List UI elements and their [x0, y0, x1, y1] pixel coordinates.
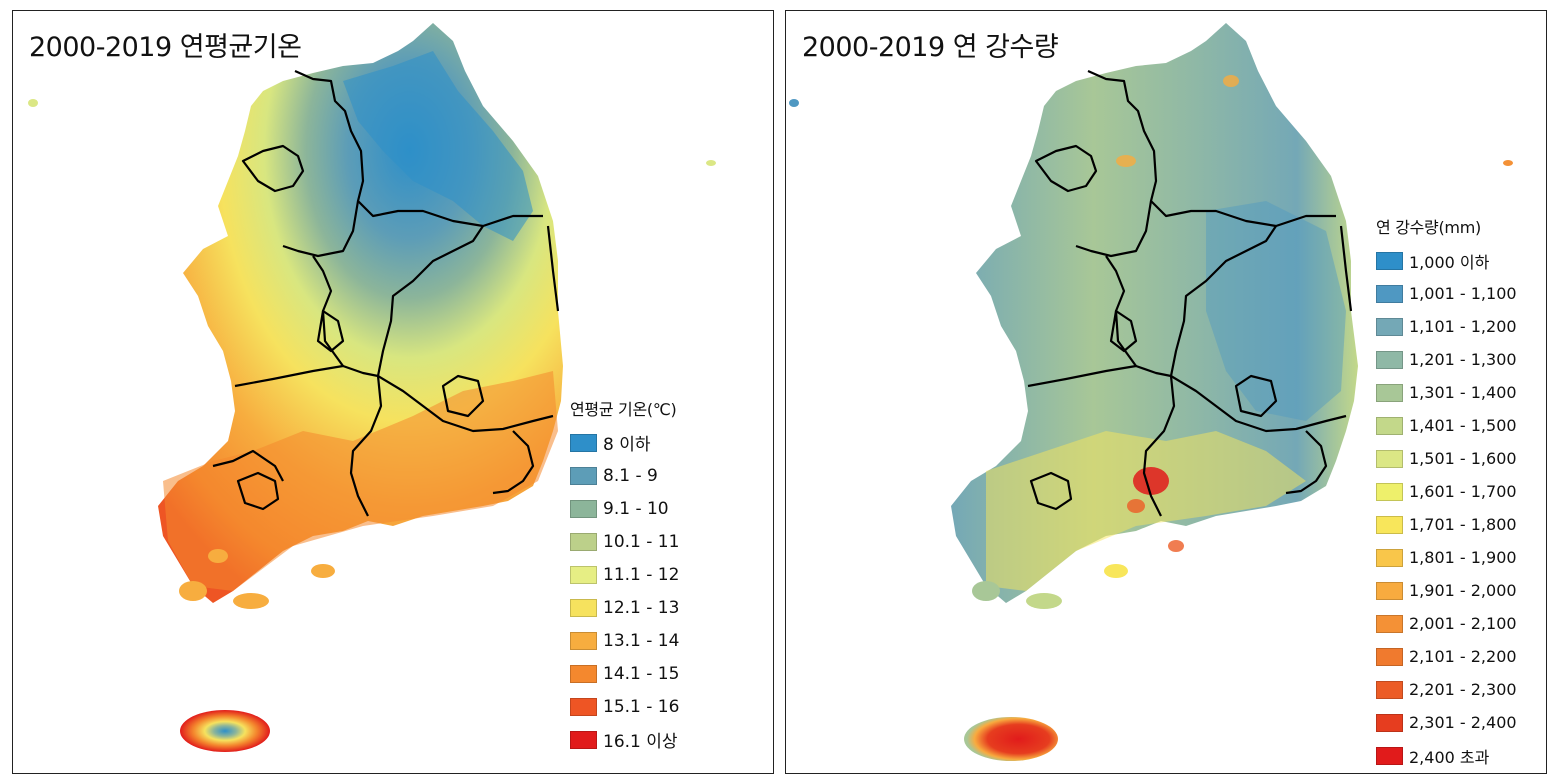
temperature-legend-item: 9.1 - 10: [570, 492, 679, 525]
precipitation-legend-item: 2,400 초과: [1376, 739, 1517, 772]
temperature-legend-title: 연평균 기온(℃): [570, 400, 677, 419]
temperature-legend-label: 9.1 - 10: [603, 498, 669, 519]
temperature-legend-item: 8 이하: [570, 426, 679, 459]
precipitation-legend-swatch: [1376, 680, 1403, 699]
precipitation-legend-swatch: [1376, 317, 1403, 336]
precipitation-legend-swatch: [1376, 350, 1403, 369]
temperature-legend-label: 8 이하: [603, 435, 651, 455]
highland-region: [343, 51, 533, 241]
dry-east-region: [1206, 201, 1346, 421]
temperature-legend-swatch: [570, 631, 597, 650]
precipitation-legend-label: 1,000 이하: [1409, 252, 1490, 272]
temperature-map-panel: 2000-2019 연평균기온 연평균 기온(℃) 8 이하 8.1 - 9 9.1…: [12, 10, 774, 774]
precipitation-map-title: 2000-2019 연 강수량: [802, 32, 1059, 63]
precipitation-legend-swatch: [1376, 482, 1403, 501]
precipitation-legend-swatch: [1376, 515, 1403, 534]
precipitation-legend-swatch: [1376, 548, 1403, 567]
temperature-legend-swatch: [570, 499, 597, 518]
temperature-legend-swatch: [570, 565, 597, 584]
precipitation-legend-item: 1,701 - 1,800: [1376, 508, 1517, 541]
precipitation-legend-item: 2,201 - 2,300: [1376, 673, 1517, 706]
precipitation-legend-swatch: [1376, 449, 1403, 468]
precipitation-legend-label: 2,001 - 2,100: [1409, 614, 1517, 633]
precipitation-legend-swatch: [1376, 284, 1403, 303]
province-boundaries-precip: [1027, 69, 1353, 517]
precipitation-legend-swatch: [1376, 251, 1403, 270]
precipitation-legend-swatch: [1376, 581, 1403, 600]
precipitation-legend-item: 2,001 - 2,100: [1376, 607, 1517, 640]
precipitation-legend-label: 2,400 초과: [1409, 747, 1490, 767]
temperature-legend-swatch: [570, 697, 597, 716]
temperature-legend: 연평균 기온(℃) 8 이하 8.1 - 9 9.1 - 10 10.1 - 11 11…: [570, 396, 679, 756]
precipitation-legend-title: 연 강수량(mm): [1376, 218, 1481, 237]
temperature-legend-item: 8.1 - 9: [570, 459, 679, 492]
precipitation-legend-swatch: [1376, 647, 1403, 666]
precipitation-legend-item: 1,801 - 1,900: [1376, 541, 1517, 574]
precipitation-map: [789, 23, 1513, 761]
precipitation-legend-label: 2,101 - 2,200: [1409, 647, 1517, 666]
precipitation-legend-item: 1,401 - 1,500: [1376, 409, 1517, 442]
precipitation-legend-label: 1,501 - 1,600: [1409, 449, 1517, 468]
precipitation-legend-label: 1,201 - 1,300: [1409, 350, 1517, 369]
precipitation-legend-item: 2,101 - 2,200: [1376, 640, 1517, 673]
precipitation-legend: 연 강수량(mm) 1,000 이하 1,001 - 1,100 1,101 - 1…: [1376, 214, 1517, 772]
temperature-map-title: 2000-2019 연평균기온: [29, 32, 302, 63]
temperature-map: [28, 23, 716, 752]
precipitation-legend-swatch: [1376, 746, 1403, 765]
temperature-legend-label: 14.1 - 15: [603, 663, 680, 684]
temperature-legend-label: 13.1 - 14: [603, 630, 680, 651]
precipitation-legend-label: 1,701 - 1,800: [1409, 515, 1517, 534]
province-boundaries: [212, 69, 560, 517]
precipitation-legend-item: 1,001 - 1,100: [1376, 277, 1517, 310]
precipitation-legend-item: 1,501 - 1,600: [1376, 442, 1517, 475]
temperature-legend-item: 11.1 - 12: [570, 558, 679, 591]
precipitation-legend-label: 1,101 - 1,200: [1409, 317, 1517, 336]
precipitation-legend-swatch: [1376, 713, 1403, 732]
temperature-legend-item: 16.1 이상: [570, 723, 679, 756]
precipitation-legend-swatch: [1376, 614, 1403, 633]
temperature-legend-swatch: [570, 598, 597, 617]
precipitation-legend-swatch: [1376, 383, 1403, 402]
temperature-legend-item: 15.1 - 16: [570, 690, 679, 723]
temperature-legend-swatch: [570, 466, 597, 485]
precipitation-legend-label: 2,201 - 2,300: [1409, 680, 1517, 699]
temperature-legend-label: 8.1 - 9: [603, 465, 658, 486]
precipitation-legend-item: 1,901 - 2,000: [1376, 574, 1517, 607]
temperature-legend-item: 14.1 - 15: [570, 657, 679, 690]
precipitation-legend-label: 1,601 - 1,700: [1409, 482, 1517, 501]
precipitation-legend-label: 2,301 - 2,400: [1409, 713, 1517, 732]
precipitation-legend-item: 2,301 - 2,400: [1376, 706, 1517, 739]
jeju-island: [180, 710, 270, 752]
temperature-legend-label: 11.1 - 12: [603, 564, 680, 585]
temperature-legend-swatch: [570, 730, 597, 749]
jeju-island-precip: [964, 717, 1058, 761]
temperature-legend-swatch: [570, 433, 597, 452]
temperature-legend-swatch: [570, 532, 597, 551]
temperature-legend-label: 16.1 이상: [603, 732, 678, 752]
temperature-legend-item: 10.1 - 11: [570, 525, 679, 558]
wet-south-region: [986, 431, 1306, 591]
precipitation-legend-item: 1,601 - 1,700: [1376, 475, 1517, 508]
temperature-legend-item: 13.1 - 14: [570, 624, 679, 657]
precipitation-legend-item: 1,201 - 1,300: [1376, 343, 1517, 376]
precipitation-legend-swatch: [1376, 416, 1403, 435]
precipitation-map-panel: 2000-2019 연 강수량 연 강수량(mm) 1,000 이하 1,001 …: [785, 10, 1547, 774]
precipitation-legend-label: 1,001 - 1,100: [1409, 284, 1517, 303]
precipitation-legend-item: 1,301 - 1,400: [1376, 376, 1517, 409]
temperature-legend-label: 12.1 - 13: [603, 597, 680, 618]
precipitation-legend-label: 1,401 - 1,500: [1409, 416, 1517, 435]
temperature-legend-swatch: [570, 664, 597, 683]
temperature-legend-label: 15.1 - 16: [603, 696, 680, 717]
temperature-legend-item: 12.1 - 13: [570, 591, 679, 624]
precipitation-legend-item: 1,101 - 1,200: [1376, 310, 1517, 343]
precipitation-legend-label: 1,801 - 1,900: [1409, 548, 1517, 567]
precipitation-legend-label: 1,301 - 1,400: [1409, 383, 1517, 402]
precipitation-legend-label: 1,901 - 2,000: [1409, 581, 1517, 600]
precipitation-legend-item: 1,000 이하: [1376, 244, 1517, 277]
temperature-legend-label: 10.1 - 11: [603, 531, 680, 552]
